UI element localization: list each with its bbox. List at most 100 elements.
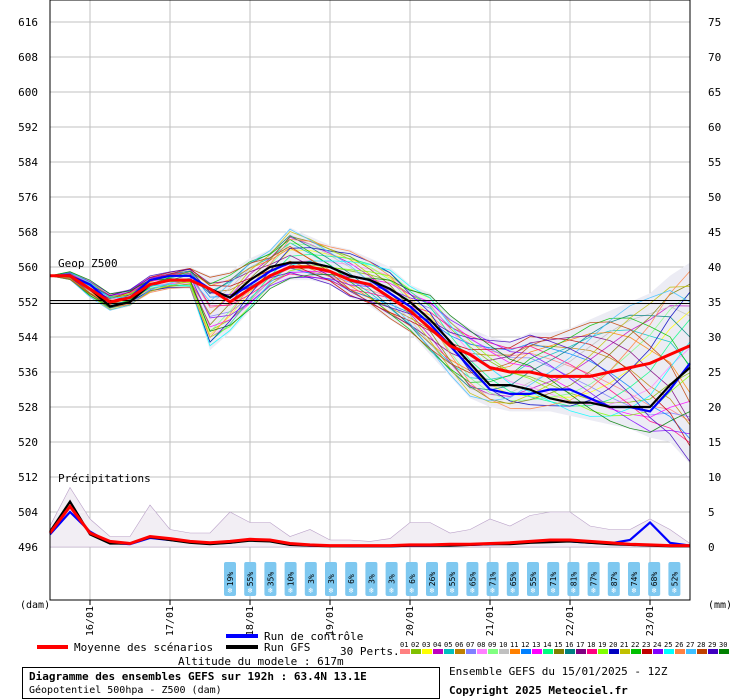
snowflake-icon: ❄ (308, 586, 313, 595)
left-tick-label: 520 (18, 436, 38, 449)
left-tick-label: 608 (18, 51, 38, 64)
snowflake-icon: ❄ (369, 586, 374, 595)
right-tick-label: 35 (708, 296, 721, 309)
member-swatch (400, 649, 410, 654)
member-line (49, 228, 691, 402)
left-tick-label: 528 (18, 401, 38, 414)
snow-badge (567, 562, 580, 596)
snow-badge (385, 562, 398, 596)
snowflake-icon: ❄ (591, 586, 596, 595)
snowflake-icon: ❄ (268, 586, 273, 595)
member-line (49, 238, 691, 410)
member-id-label: 25 (664, 641, 672, 649)
snowflake-icon: ❄ (611, 586, 616, 595)
right-tick-label: 5 (708, 506, 715, 519)
member-id-label: 11 (510, 641, 518, 649)
ensemble-info: Ensemble GEFS du 15/01/2025 - 12Z (449, 665, 668, 678)
chart-subtitle: Géopotentiel 500hpa - Z500 (dam) (29, 685, 222, 696)
snowflake-icon: ❄ (430, 586, 435, 595)
legend-control-label: Run de contrôle (264, 630, 363, 643)
snow-prob-label: 55% (448, 572, 457, 587)
snow-prob-label: 65% (468, 572, 477, 587)
member-swatch (576, 649, 586, 654)
right-tick-label: 15 (708, 436, 721, 449)
snow-prob-label: 55% (529, 572, 538, 587)
member-id-label: 12 (521, 641, 529, 649)
member-id-label: 13 (532, 641, 540, 649)
member-swatch (565, 649, 575, 654)
mm-unit-label: (mm) (708, 600, 733, 611)
member-id-label: 10 (499, 641, 507, 649)
member-line (49, 235, 691, 391)
right-tick-label: 75 (708, 16, 721, 29)
snowflake-icon: ❄ (349, 586, 354, 595)
member-line (49, 268, 691, 463)
snow-prob-label: 35% (266, 572, 275, 587)
snow-prob-label: 68% (650, 572, 659, 587)
left-tick-label: 552 (18, 296, 38, 309)
member-swatch (653, 649, 663, 654)
member-swatch (521, 649, 531, 654)
member-id-label: 28 (697, 641, 705, 649)
legend-gfs-label: Run GFS (264, 641, 310, 654)
member-swatch (466, 649, 476, 654)
snowflake-icon: ❄ (632, 586, 637, 595)
geop-series-0 (50, 265, 691, 378)
member-swatch (587, 649, 597, 654)
member-swatch (543, 649, 553, 654)
snow-badge (365, 562, 378, 596)
member-id-label: 29 (708, 641, 716, 649)
member-line (49, 272, 691, 444)
member-swatch (433, 649, 443, 654)
snow-badge (486, 562, 499, 596)
precip-series (48, 486, 691, 548)
right-tick-label: 20 (708, 401, 721, 414)
left-tick-label: 584 (18, 156, 38, 169)
x-tick-label: 22/01 (565, 606, 576, 636)
x-tick-label: 16/01 (85, 606, 96, 636)
snow-badge (405, 562, 418, 596)
x-tick-label: 21/01 (485, 606, 496, 636)
snowflake-icon: ❄ (329, 586, 334, 595)
snow-prob-label: 3% (367, 574, 376, 584)
right-tick-label: 45 (708, 226, 721, 239)
snow-prob-label: 77% (590, 572, 599, 587)
right-tick-label: 70 (708, 51, 721, 64)
member-swatch (499, 649, 509, 654)
snow-prob-label: 74% (630, 572, 639, 587)
right-tick-label: 30 (708, 331, 721, 344)
snow-badge (264, 562, 277, 596)
reference-line-552 (50, 300, 690, 304)
main-series (50, 261, 691, 413)
snowflake-icon: ❄ (490, 586, 495, 595)
member-line (49, 260, 691, 417)
snow-badge (607, 562, 620, 596)
member-id-label: 14 (543, 641, 551, 649)
left-tick-label: 568 (18, 226, 38, 239)
plot-frame (49, 0, 691, 601)
legend: Moyenne des scénarios Run de contrôleRun … (37, 630, 729, 658)
member-id-label: 02 (411, 641, 419, 649)
member-id-label: 16 (565, 641, 573, 649)
member-swatch (422, 649, 432, 654)
member-id-label: 22 (631, 641, 639, 649)
right-tick-label: 50 (708, 191, 721, 204)
snow-badge (345, 562, 358, 596)
member-swatch (697, 649, 707, 654)
snowflake-icon: ❄ (248, 586, 253, 595)
precip-series-0 (48, 503, 690, 548)
legend-mean-label: Moyenne des scénarios (74, 641, 213, 654)
snow-badge (304, 562, 317, 596)
member-id-label: 07 (466, 641, 474, 649)
snow-prob-label: 26% (428, 572, 437, 587)
dam-unit-label: (dam) (20, 600, 51, 611)
snowflake-icon: ❄ (470, 586, 475, 595)
left-tick-label: 616 (18, 16, 38, 29)
member-swatch (532, 649, 542, 654)
member-line (49, 231, 691, 404)
snow-prob-label: 3% (307, 574, 316, 584)
member-swatch (675, 649, 685, 654)
snow-prob-label: 52% (670, 572, 679, 587)
